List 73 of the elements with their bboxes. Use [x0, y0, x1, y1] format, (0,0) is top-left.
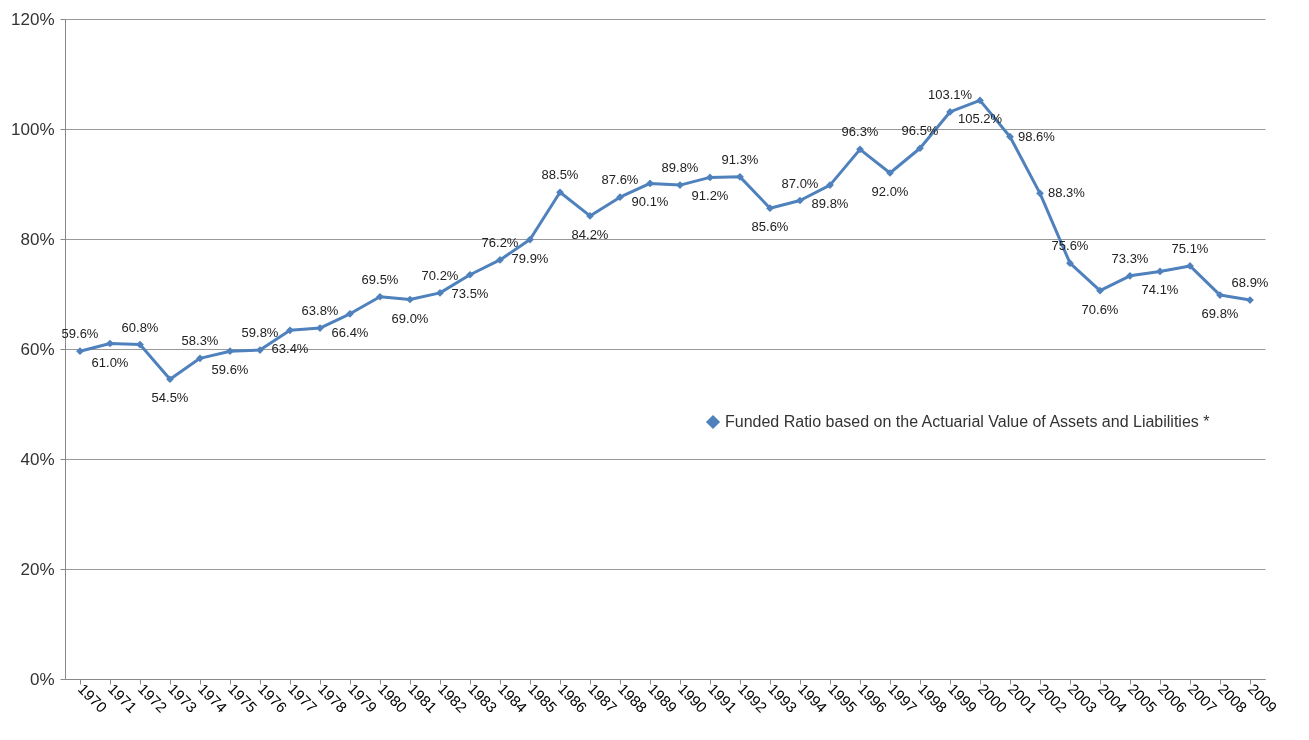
point	[1006, 132, 1014, 141]
data-label: 91.2%	[691, 188, 729, 204]
data-label: 60.8%	[121, 319, 159, 335]
point	[1156, 267, 1164, 276]
y-tick-label: 60%	[20, 339, 55, 359]
data-label: 70.2%	[421, 267, 459, 283]
y-tick-label: 100%	[11, 119, 55, 139]
data-label: 61.0%	[91, 354, 129, 370]
point	[406, 295, 414, 304]
point	[1096, 286, 1104, 295]
y-tick-label: 0%	[29, 669, 55, 689]
point	[106, 339, 114, 348]
data-label: 87.6%	[601, 172, 639, 188]
data-label: 89.8%	[661, 160, 699, 176]
data-label: 58.3%	[181, 333, 219, 349]
point	[466, 270, 474, 279]
point	[1036, 189, 1044, 198]
data-label: 54.5%	[151, 390, 189, 406]
data-label: 76.2%	[481, 234, 519, 250]
data-label: 59.6%	[211, 362, 249, 378]
data-label: 59.6%	[61, 326, 99, 342]
data-label: 73.3%	[1111, 250, 1149, 266]
data-label: 84.2%	[571, 226, 609, 242]
data-label: 70.6%	[1081, 301, 1119, 317]
point	[526, 235, 534, 244]
point	[136, 340, 144, 349]
data-label: 98.6%	[1018, 128, 1056, 144]
data-label: 69.0%	[391, 310, 429, 326]
data-label: 69.5%	[361, 271, 399, 287]
data-label: 73.5%	[451, 285, 489, 301]
point	[766, 204, 774, 213]
point	[706, 173, 714, 182]
point	[856, 145, 864, 154]
point	[646, 179, 654, 188]
y-tick-label: 80%	[20, 229, 55, 249]
point	[226, 347, 234, 356]
point	[976, 96, 984, 105]
legend-label: Funded Ratio based on the Actuarial Value of Assets and Liabilities *	[725, 413, 1210, 430]
data-label: 91.3%	[721, 151, 759, 167]
point	[346, 309, 354, 318]
data-label: 87.0%	[781, 175, 819, 191]
data-label: 79.9%	[511, 250, 549, 266]
data-label: 63.4%	[271, 341, 309, 357]
data-label: 75.1%	[1171, 240, 1209, 256]
point	[1066, 259, 1074, 268]
data-label: 92.0%	[871, 184, 909, 199]
point	[376, 292, 384, 301]
point	[616, 193, 624, 202]
y-tick-label: 120%	[11, 9, 55, 29]
data-label: 90.1%	[631, 194, 669, 210]
data-label: 63.8%	[301, 303, 339, 319]
point	[166, 375, 174, 384]
data-label: 103.1%	[927, 86, 973, 102]
data-label: 69.8%	[1201, 306, 1239, 322]
data-label: 59.8%	[241, 325, 279, 341]
data-label: 66.4%	[331, 324, 369, 340]
data-label: 68.9%	[1231, 275, 1269, 291]
point	[736, 172, 744, 181]
point	[796, 196, 804, 205]
point	[1126, 271, 1134, 280]
point	[556, 188, 564, 197]
point	[76, 347, 84, 356]
data-label: 89.8%	[811, 196, 849, 212]
data-label: 74.1%	[1141, 282, 1179, 298]
y-tick-label: 20%	[20, 559, 55, 579]
point	[916, 144, 924, 153]
data-label: 85.6%	[751, 219, 789, 235]
data-label: 96.3%	[841, 124, 879, 140]
y-tick-label: 40%	[20, 449, 55, 469]
point	[286, 326, 294, 335]
point	[196, 354, 204, 363]
data-label: 88.5%	[541, 167, 579, 183]
data-label: 88.3%	[1048, 185, 1086, 201]
